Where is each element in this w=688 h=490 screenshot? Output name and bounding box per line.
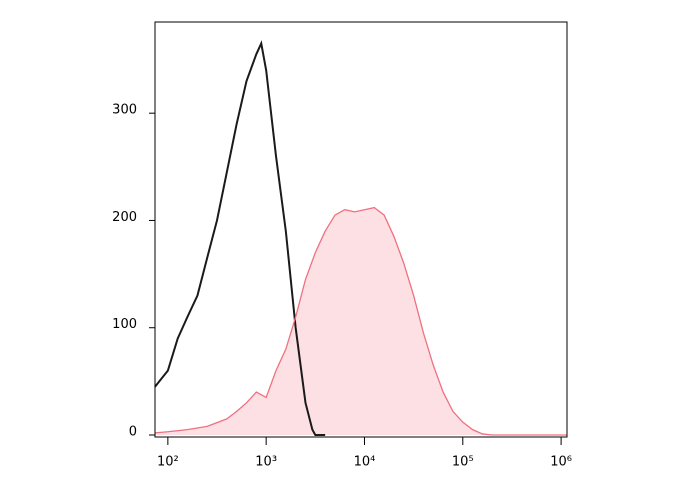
y-tick-label: 200 bbox=[112, 210, 137, 225]
y-tick-label: 0 bbox=[129, 425, 137, 440]
x-tick-label: 10² bbox=[157, 455, 179, 470]
area-fill bbox=[155, 207, 567, 435]
x-tick-label: 10⁶ bbox=[550, 455, 572, 470]
histogram-line bbox=[154, 40, 326, 436]
x-tick-label: 10³ bbox=[255, 455, 277, 470]
y-tick-label: 100 bbox=[112, 317, 137, 332]
histogram-line bbox=[154, 206, 567, 436]
y-tick-label: 300 bbox=[112, 103, 137, 118]
x-tick-label: 10⁴ bbox=[354, 455, 376, 470]
x-tick-label: 10⁵ bbox=[452, 455, 474, 470]
plot-frame bbox=[154, 21, 568, 438]
